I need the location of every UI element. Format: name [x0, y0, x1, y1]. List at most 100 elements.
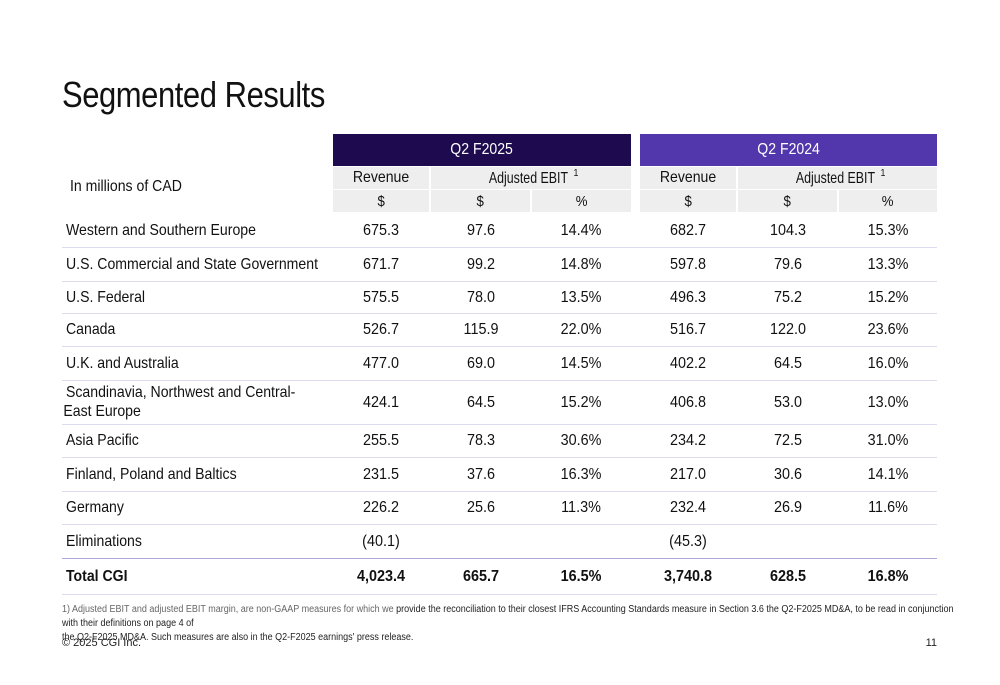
value-cell: 675.3	[362, 221, 400, 239]
value-cell: 682.7	[669, 221, 707, 239]
segment-label: Total CGI	[66, 568, 128, 585]
segment-label: Finland, Poland and Baltics	[66, 465, 237, 483]
value-cell: 15.3%	[867, 221, 909, 239]
value-cell: 16.5%	[560, 568, 602, 585]
value-cell: 477.0	[362, 354, 400, 372]
value-cell: 16.0%	[867, 354, 909, 372]
value-cell: 75.2	[773, 288, 803, 306]
unit-dollar-header: $	[333, 190, 429, 212]
value-cell: 23.6%	[867, 321, 909, 338]
unit-dollar-header: $	[640, 190, 736, 212]
segment-label: Eliminations	[66, 532, 142, 550]
value-cell: 15.2%	[867, 288, 909, 306]
unit-dollar-header: $	[431, 190, 530, 212]
value-cell: 14.1%	[867, 465, 909, 483]
table-row: Eliminations (40.1) (45.3)	[62, 524, 937, 559]
revenue-header-2025: Revenue	[333, 167, 429, 189]
value-cell: 97.6	[466, 221, 496, 239]
segment-label: U.S. Federal	[66, 288, 146, 306]
value-cell: 104.3	[769, 221, 807, 239]
value-cell: 99.2	[466, 255, 496, 273]
table-row: Canada 526.7 115.9 22.0% 516.7 122.0 23.6%	[62, 313, 937, 347]
segment-label: Western and Southern Europe	[66, 221, 256, 239]
value-cell: (45.3)	[669, 532, 707, 550]
segment-label: U.K. and Australia	[66, 354, 179, 372]
table-row: U.K. and Australia 477.0 69.0 14.5% 402.2 64.…	[62, 346, 937, 381]
segment-label: Canada	[66, 321, 116, 338]
value-cell: 64.5	[773, 354, 803, 372]
value-cell: 72.5	[773, 432, 803, 449]
value-cell: 30.6%	[560, 432, 602, 449]
value-cell: 16.3%	[560, 465, 602, 483]
value-cell: 122.0	[769, 321, 807, 338]
total-row: Total CGI 4,023.4 665.7 16.5% 3,740.8 628.5 16…	[62, 558, 937, 595]
value-cell: 69.0	[466, 354, 496, 372]
value-cell: 424.1	[362, 393, 400, 411]
footnote: 1) Adjusted EBIT and adjusted EBIT margi…	[62, 604, 954, 643]
value-cell: 402.2	[669, 354, 707, 372]
value-cell: 526.7	[362, 321, 400, 338]
page-title: Segmented Results	[62, 74, 325, 115]
segment-label: Scandinavia, Northwest and Central- East …	[63, 384, 296, 420]
page-number: 11	[925, 637, 937, 649]
value-cell: 516.7	[669, 321, 707, 338]
value-cell: 628.5	[769, 568, 807, 585]
value-cell: 226.2	[362, 499, 400, 516]
value-cell: 597.8	[669, 255, 707, 273]
unit-percent-header: %	[532, 190, 631, 212]
value-cell: 26.9	[773, 499, 803, 516]
value-cell: 665.7	[462, 568, 500, 585]
table-row: Western and Southern Europe 675.3 97.6 14.4…	[62, 213, 937, 248]
table-row: U.S. Commercial and State Government 671.…	[62, 247, 937, 282]
value-cell: 78.0	[466, 288, 496, 306]
value-cell: 115.9	[463, 321, 499, 338]
segment-label: Asia Pacific	[66, 432, 139, 449]
period-header-q2-f2025: Q2 F2025	[333, 134, 631, 166]
value-cell: 11.3%	[561, 499, 601, 516]
adjusted-ebit-header-2025: Adjusted EBIT 1	[431, 167, 631, 189]
value-cell: 13.3%	[867, 255, 909, 273]
value-cell: 255.5	[362, 432, 400, 449]
value-cell: 64.5	[466, 393, 496, 411]
value-cell: 4,023.4	[356, 568, 406, 585]
value-cell: 78.3	[466, 432, 496, 449]
value-cell: 3,740.8	[663, 568, 713, 585]
value-cell: 217.0	[669, 465, 707, 483]
value-cell: 575.5	[362, 288, 400, 306]
value-cell: 234.2	[669, 432, 707, 449]
value-cell: 406.8	[669, 393, 707, 411]
unit-dollar-header: $	[738, 190, 837, 212]
value-cell: 671.7	[362, 255, 400, 273]
segment-label: U.S. Commercial and State Government	[66, 255, 318, 273]
table-row: Germany 226.2 25.6 11.3% 232.4 26.9 11.6%	[62, 491, 937, 525]
value-cell: 16.8%	[867, 568, 909, 585]
value-cell: 13.0%	[867, 393, 909, 411]
value-cell: 11.6%	[868, 499, 908, 516]
value-cell: 231.5	[362, 465, 400, 483]
unit-percent-header: %	[839, 190, 937, 212]
value-cell: 14.5%	[560, 354, 602, 372]
copyright: © 2025 CGI Inc.	[62, 637, 142, 649]
value-cell: 14.8%	[560, 255, 602, 273]
table-row: Finland, Poland and Baltics 231.5 37.6 16.3…	[62, 457, 937, 492]
value-cell: 37.6	[466, 465, 496, 483]
value-cell: 14.4%	[560, 221, 602, 239]
period-header-q2-f2024: Q2 F2024	[640, 134, 937, 166]
table-row: U.S. Federal 575.5 78.0 13.5% 496.3 75.2 15.2%	[62, 281, 937, 314]
value-cell: 22.0%	[560, 321, 602, 338]
value-cell: 53.0	[773, 393, 803, 411]
table-row: Scandinavia, Northwest and Central- East …	[62, 380, 937, 425]
value-cell: 232.4	[669, 499, 707, 516]
value-cell: 15.2%	[560, 393, 602, 411]
table-row: Asia Pacific 255.5 78.3 30.6% 234.2 72.5 31.0%	[62, 424, 937, 458]
value-cell: 30.6	[773, 465, 803, 483]
segment-label: Germany	[66, 499, 124, 516]
adjusted-ebit-header-2024: Adjusted EBIT 1	[738, 167, 937, 189]
value-cell: 31.0%	[867, 432, 909, 449]
value-cell: (40.1)	[362, 532, 400, 550]
units-label: In millions of CAD	[70, 178, 182, 195]
value-cell: 13.5%	[560, 288, 602, 306]
revenue-header-2024: Revenue	[640, 167, 736, 189]
value-cell: 25.6	[466, 499, 496, 516]
value-cell: 79.6	[773, 255, 803, 273]
